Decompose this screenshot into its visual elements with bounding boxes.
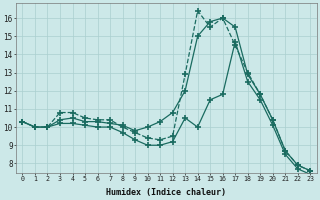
- X-axis label: Humidex (Indice chaleur): Humidex (Indice chaleur): [106, 188, 226, 197]
